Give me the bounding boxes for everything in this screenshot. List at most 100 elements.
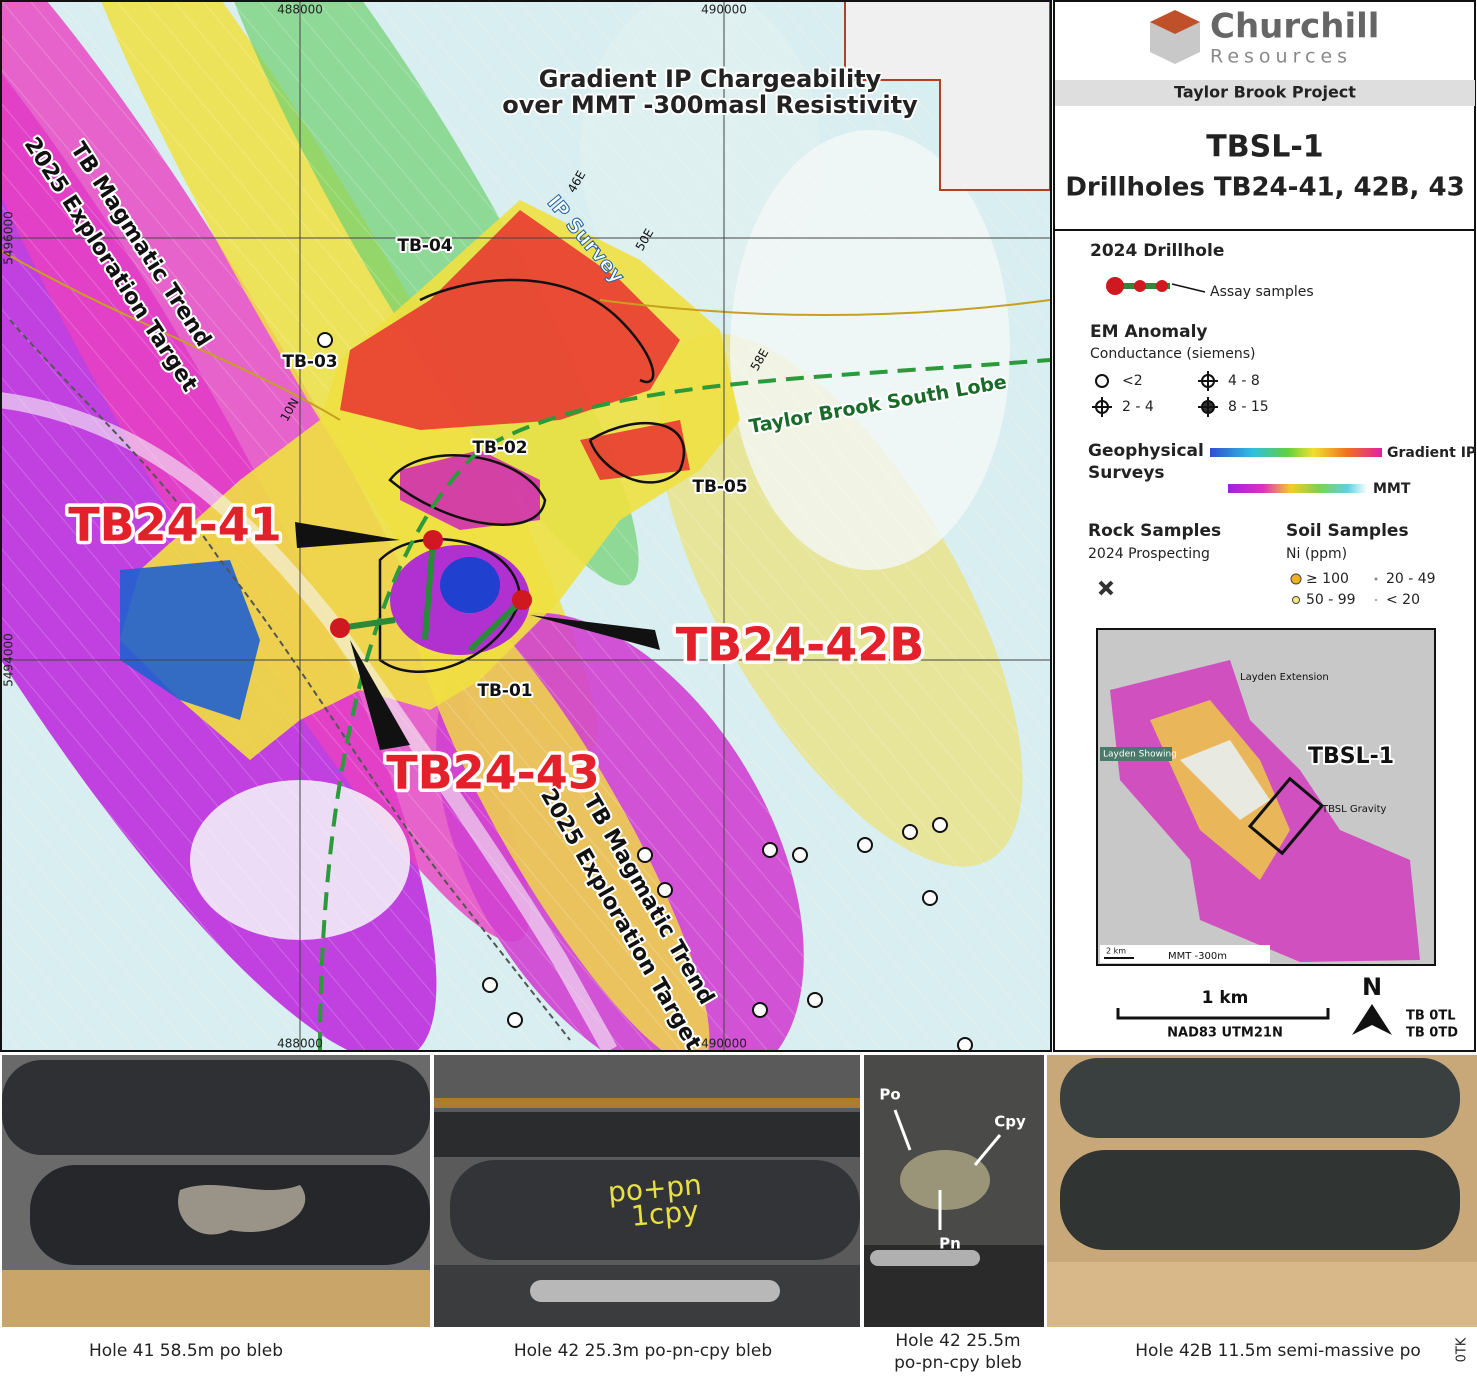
map-shape [893,1109,1002,1230]
map-shape [1095,374,1109,388]
grid-label: 5494000 [2,633,16,686]
map-shape [807,992,823,1008]
legend-heading: Geophysical [1088,441,1204,461]
drillhole-label: TB24-43 [386,746,600,800]
map-shape [1092,371,1218,417]
panel-title: TBSL-1 [1206,130,1323,165]
photo-caption: po-pn-cpy bleb [894,1353,1022,1373]
map-shape [482,977,498,993]
map-shape [422,539,436,641]
inset-label: TBSL Gravity [1321,804,1386,815]
legend-heading: Rock Samples [1088,521,1221,541]
inset-label: Layden Extension [1240,672,1329,683]
photo-label: Cpy [994,1113,1026,1131]
map-shape [434,1098,860,1108]
map-shape [440,557,500,613]
map-shape [1156,280,1168,292]
map-shape [1228,484,1368,493]
legend-label: Gradient IP [1387,445,1476,461]
corner-code: 0TK [1455,1337,1470,1362]
map-shape [1055,80,1475,106]
code: TB 0TL [1406,1009,1456,1024]
map-title: over MMT -300masl Resistivity [502,91,918,119]
map-shape [0,0,1052,1052]
legend-sub: Ni (ppm) [1286,546,1347,562]
zone-label: TB-01 [477,681,532,701]
map-shape [588,421,686,484]
map-shape [512,590,532,610]
map-shape [340,210,680,430]
legend-label: < 20 [1386,592,1420,608]
map-shape [120,560,260,720]
grid-label: 488000 [277,1037,323,1051]
map-shape [957,1037,973,1050]
legend-label: ≥ 100 [1306,571,1349,587]
map-shape [2,1060,430,1155]
photo-label: Po [879,1086,900,1104]
map-shape [637,847,653,863]
map-shape [1047,1262,1477,1327]
photo-caption: Hole 41 58.5m po bleb [89,1341,283,1361]
map-shape [467,597,525,653]
legend-label: 20 - 49 [1386,571,1436,587]
map-shape [1374,577,1378,581]
map-shape [388,454,547,526]
map-shape [450,1160,860,1260]
photo-label: Pn [939,1235,961,1253]
photo-strip: po+pn 1cpy Po Cpy Pn Hole 41 58.5m po bl… [0,1053,1477,1379]
map-shape [1247,776,1325,856]
map-shape [330,618,350,638]
photo-caption: Hole 42 25.3m po-pn-cpy bleb [514,1341,772,1361]
map-shape [530,615,660,650]
map-shape [9,319,571,1041]
legend-label: MMT [1373,481,1411,497]
map-shape [657,882,673,898]
map-shape [295,522,400,548]
map-shape [317,332,333,348]
legend-panel: Churchill Resources Taylor Brook Project… [1053,0,1476,1052]
map-shape [762,842,778,858]
zone-label: TB-05 [692,477,747,497]
legend-label: 50 - 99 [1306,592,1356,608]
inset-label: Layden Showing [1103,750,1177,760]
logo-name: Churchill [1210,7,1379,47]
map-shape [1106,277,1124,295]
map-shape [0,249,1050,421]
legend-label: 4 - 8 [1228,373,1260,389]
map-shape [1092,371,1218,417]
map-shape [1180,740,1270,820]
map-shape [317,332,973,1050]
map-shape [844,0,1050,191]
map-shape [400,450,540,530]
legend-heading: 2024 Drillhole [1090,241,1224,261]
panel-subtitle: Drillholes TB24-41, 42B, 43 [1065,173,1464,203]
code: TB 0TD [1406,1026,1458,1041]
map-shape [1100,747,1172,761]
map-shape [902,824,918,840]
legend-heading: Soil Samples [1286,521,1409,541]
map-shape [900,1150,990,1210]
map-shape [1352,1004,1392,1035]
map-shape [419,278,655,384]
legend-sub: 2024 Prospecting [1088,546,1210,562]
map-shape [1171,283,1206,293]
photo-label: 1cpy [630,1194,700,1233]
drillhole-label: TB24-42B [676,618,925,672]
north-label: N [1362,973,1382,1001]
map-shape [857,837,873,853]
scale-label: 1 km [1202,988,1249,1008]
grid-label: 5496000 [2,211,16,264]
map-shape [507,1012,523,1028]
map-shape [0,392,617,1050]
datum-label: NAD83 UTM21N [1167,1026,1283,1041]
map-shape [932,817,948,833]
project-name: Taylor Brook Project [1174,83,1356,102]
grid-label: 488000 [277,3,323,17]
grid-label: 490000 [701,1037,747,1051]
map-shape [318,358,1050,1050]
grid-label: 490000 [701,3,747,17]
map-shape [752,1002,768,1018]
map-shape [1290,573,1302,585]
inset-label: 2 km [1106,947,1126,956]
